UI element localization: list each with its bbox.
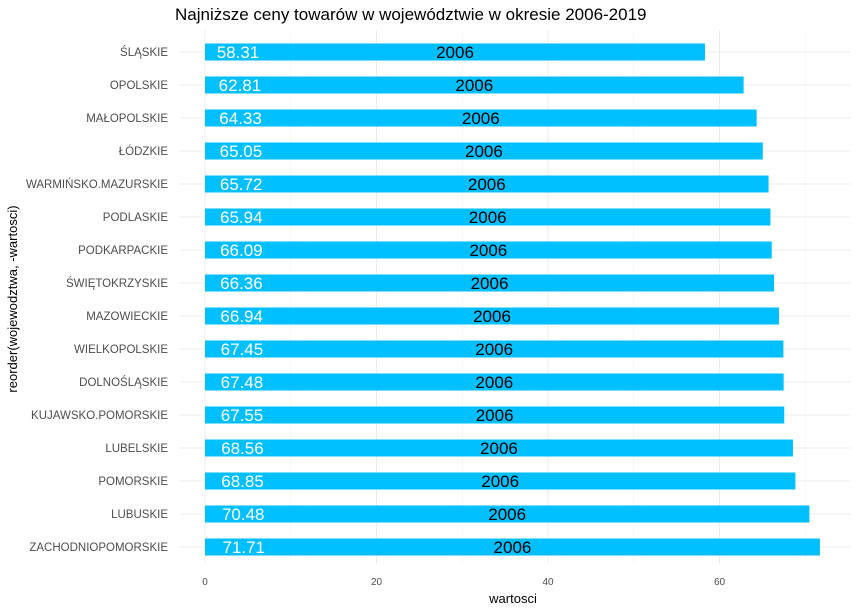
year-label: 2006 (481, 472, 519, 491)
value-label: 71.71 (222, 538, 265, 557)
bar (205, 241, 772, 259)
chart-title: Najniższe ceny towarów w województwie w … (175, 5, 647, 24)
category-label: WARMIŃSKO.MAZURSKIE (26, 178, 168, 191)
year-label: 2006 (480, 439, 518, 458)
bar (205, 439, 793, 457)
value-label: 70.48 (222, 505, 265, 524)
year-label: 2006 (471, 274, 509, 293)
x-tick-label: 60 (714, 577, 726, 588)
category-label: MAŁOPOLSKIE (86, 113, 168, 125)
value-label: 67.55 (221, 406, 264, 425)
bar (205, 208, 771, 226)
bars (205, 43, 820, 556)
category-label: KUJAWSKO.POMORSKIE (31, 410, 168, 422)
bar (205, 274, 775, 292)
category-label: ZACHODNIOPOMORSKIE (29, 542, 168, 554)
category-labels: ŚLĄSKIE OPOLSKIE MAŁOPOLSKIE ŁÓDZKIE WARMIŃS… (26, 46, 168, 554)
year-label: 2006 (473, 307, 511, 326)
bar (205, 538, 820, 556)
category-label: DOLNOŚLĄSKIE (79, 376, 168, 389)
value-label: 68.85 (221, 472, 264, 491)
bar (205, 43, 706, 61)
value-label: 65.94 (220, 208, 263, 227)
value-label: 67.48 (221, 373, 264, 392)
bar (205, 307, 780, 325)
category-label: POMORSKIE (98, 476, 168, 488)
category-label: PODLASKIE (103, 212, 169, 224)
bar (205, 406, 785, 424)
category-label: MAZOWIECKIE (86, 311, 168, 323)
bar (205, 142, 763, 160)
value-label: 66.94 (220, 307, 263, 326)
year-label: 2006 (488, 505, 526, 524)
x-tick-label: 0 (202, 577, 208, 588)
year-label: 2006 (475, 373, 513, 392)
x-tick-labels: 0 20 40 60 (202, 577, 725, 588)
category-label: LUBELSKIE (105, 443, 168, 455)
bar (205, 109, 757, 127)
year-label: 2006 (462, 109, 500, 128)
value-label: 62.81 (219, 76, 262, 95)
data-labels: 58.31 2006 62.81 2006 64.33 2006 65.05 2006 65.7… (217, 43, 532, 557)
year-label: 2006 (455, 76, 493, 95)
category-label: PODKARPACKIE (78, 245, 168, 257)
category-label: ŚLĄSKIE (120, 46, 168, 59)
y-axis-title: reorder(wojewodztwa, -wartosci) (5, 205, 20, 392)
value-label: 68.56 (221, 439, 264, 458)
value-label: 58.31 (217, 43, 260, 62)
category-label: ŁÓDZKIE (119, 145, 169, 158)
value-label: 67.45 (221, 340, 264, 359)
year-label: 2006 (468, 175, 506, 194)
bar (205, 505, 810, 523)
category-label: LUBUSKIE (111, 509, 168, 521)
bar (205, 76, 744, 94)
year-label: 2006 (436, 43, 474, 62)
year-label: 2006 (465, 142, 503, 161)
category-label: WIELKOPOLSKIE (74, 344, 168, 356)
value-label: 66.09 (220, 241, 263, 260)
value-label: 65.05 (220, 142, 263, 161)
year-label: 2006 (469, 241, 507, 260)
category-label: OPOLSKIE (110, 80, 168, 92)
bar (205, 373, 784, 391)
x-tick-label: 20 (371, 577, 383, 588)
year-label: 2006 (469, 208, 507, 227)
bar (205, 340, 784, 358)
value-label: 64.33 (219, 109, 262, 128)
year-label: 2006 (494, 538, 532, 557)
x-tick-label: 40 (542, 577, 554, 588)
category-label: ŚWIĘTOKRZYSKIE (66, 277, 168, 290)
year-label: 2006 (475, 340, 513, 359)
x-axis-title: wartosci (488, 591, 537, 606)
value-label: 66.36 (220, 274, 263, 293)
bar (205, 472, 796, 490)
bar (205, 175, 769, 193)
year-label: 2006 (476, 406, 514, 425)
value-label: 65.72 (220, 175, 263, 194)
